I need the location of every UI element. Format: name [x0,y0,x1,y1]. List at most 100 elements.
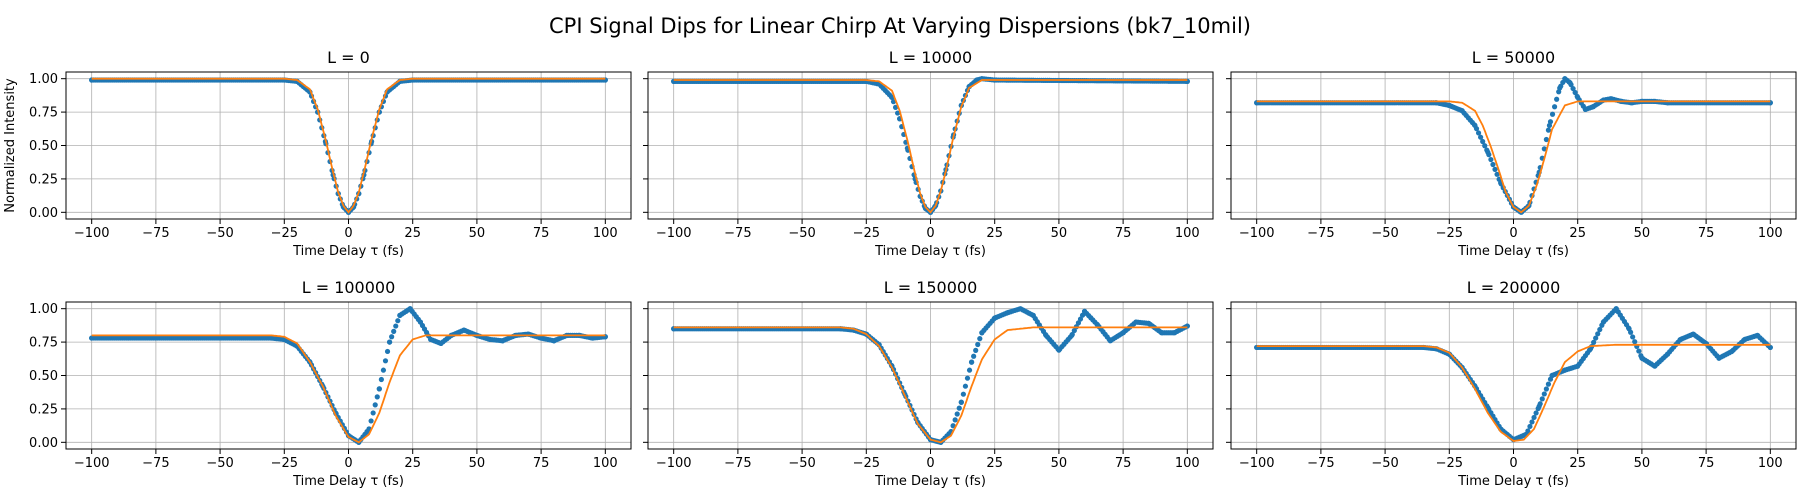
data-point [1652,363,1658,369]
data-point [386,339,393,345]
y-axis-label: Normalized Intensity [3,78,18,213]
data-point [1527,423,1533,430]
x-tick-label: −50 [1371,226,1398,241]
data-point [499,338,506,344]
data-point [1690,331,1696,337]
plot-area [1254,76,1773,215]
x-tick-label: 100 [1175,456,1200,471]
x-tick-label: −100 [74,226,110,241]
y-tick-label: 0.25 [29,402,58,417]
data-point [992,315,998,321]
subplot: −100 −75 −50 −25 0 25 50 75 100 L = 150000 Time De… [643,278,1214,489]
data-point [1543,386,1549,392]
data-point [1582,106,1589,113]
plot-area [89,77,608,215]
data-point [1562,367,1568,373]
data-point [1490,161,1496,168]
data-point [374,394,380,400]
data-point [1056,347,1062,353]
x-axis-label: Time Delay τ (fs) [1457,244,1569,259]
data-point [1094,322,1101,328]
data-point [1554,96,1560,102]
data-point [438,340,444,347]
data-point [1729,348,1735,355]
x-tick-label: 25 [1569,456,1586,471]
data-point [956,405,962,411]
x-axis-label: Time Delay τ (fs) [874,244,986,259]
subplot-grid: −100 −75 −50 −25 0 25 50 75 100 0.00 0.25 0.50 0.75 1… [3,48,1797,489]
x-tick-label: −25 [853,456,880,471]
subplot-title: L = 200000 [1467,278,1561,297]
x-tick-label: 25 [986,226,1003,241]
plot-area [671,76,1190,215]
data-point [1459,108,1465,114]
x-tick-label: 50 [469,456,486,471]
data-point [417,319,424,325]
data-point [376,386,382,392]
data-point [428,336,434,343]
data-point [389,334,395,340]
y-tick-label: 0.00 [29,206,58,221]
data-point [952,417,958,423]
y-tick-label: 0.50 [29,139,58,154]
plot-area [1254,306,1773,443]
data-point [1664,351,1671,357]
data-point [1551,104,1558,110]
data-point [1600,319,1606,325]
y-tick-label: 1.00 [29,302,58,317]
x-tick-label: 50 [469,226,486,241]
data-point [1549,372,1555,379]
data-point [1146,320,1152,326]
data-point [977,336,983,342]
axes-frame [647,301,1214,450]
x-tick-label: 50 [1634,456,1651,471]
data-point [1077,316,1084,322]
data-point [958,399,964,405]
y-tick-label: 0.75 [29,106,58,121]
x-tick-label: 0 [926,456,934,471]
data-point [89,335,95,341]
axes-frame [65,71,632,220]
data-point [1017,306,1023,312]
data-point [1541,146,1547,152]
x-tick-label: −25 [271,226,298,241]
data-point [1472,122,1478,129]
data-point [1591,339,1597,345]
data-point [960,391,966,397]
data-point [391,328,397,334]
y-tick-label: 0.50 [29,369,58,384]
grid [1231,72,1796,219]
x-tick-label: −100 [1239,226,1275,241]
data-point [384,348,391,355]
data-point [461,327,467,333]
data-point [1004,310,1011,316]
data-point [1531,414,1537,421]
data-point [1567,80,1573,86]
x-tick-label: 25 [986,456,1003,471]
x-tick-label: −50 [206,226,233,241]
data-point [1549,111,1556,117]
x-tick-label: 100 [593,456,618,471]
x-tick-label: 75 [1698,226,1715,241]
axes-frame [65,301,632,450]
fit-line [673,326,1188,444]
data-point [1494,171,1500,177]
x-axis-label: Time Delay τ (fs) [292,244,404,259]
subplot-title: L = 100000 [302,278,396,297]
data-point [1159,330,1165,336]
x-tick-label: −75 [142,456,169,471]
grid [648,302,1213,449]
fit-line [91,77,606,214]
x-tick-label: 0 [1509,226,1517,241]
y-tick-label: 0.25 [29,172,58,187]
plot-area [89,306,608,445]
data-point [1608,96,1614,102]
x-axis-label: Time Delay τ (fs) [292,474,404,489]
x-tick-label: 25 [1569,226,1586,241]
y-tick-label: 0.00 [29,436,58,451]
x-tick-label: 0 [926,226,934,241]
data-point [1482,143,1488,149]
subplot-title: L = 10000 [889,48,972,67]
x-tick-label: 0 [344,226,352,241]
data-point [1081,308,1088,314]
